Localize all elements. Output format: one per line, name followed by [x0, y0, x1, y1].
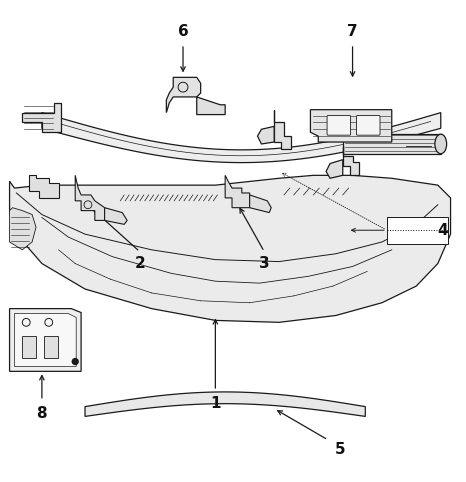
Circle shape	[72, 359, 78, 364]
Polygon shape	[10, 308, 81, 371]
Polygon shape	[166, 77, 201, 113]
Polygon shape	[105, 208, 127, 224]
Text: 1: 1	[210, 396, 220, 411]
Polygon shape	[326, 160, 343, 178]
Polygon shape	[225, 175, 250, 208]
Polygon shape	[310, 110, 392, 142]
Ellipse shape	[435, 134, 446, 154]
Text: 4: 4	[437, 223, 448, 238]
Polygon shape	[197, 97, 225, 115]
Polygon shape	[14, 313, 76, 366]
Text: 3: 3	[259, 256, 270, 271]
Polygon shape	[10, 175, 451, 322]
Text: 6: 6	[178, 24, 188, 39]
Polygon shape	[343, 146, 359, 175]
Text: 2: 2	[135, 256, 145, 271]
Polygon shape	[29, 175, 59, 198]
Text: 7: 7	[347, 24, 358, 39]
Bar	[387, 216, 448, 244]
Polygon shape	[42, 113, 441, 162]
Polygon shape	[75, 175, 105, 220]
Polygon shape	[258, 126, 274, 144]
FancyBboxPatch shape	[356, 116, 380, 135]
Bar	[44, 336, 58, 358]
Polygon shape	[274, 110, 291, 149]
FancyBboxPatch shape	[327, 116, 350, 135]
Bar	[22, 336, 36, 358]
Polygon shape	[250, 195, 271, 213]
Polygon shape	[22, 103, 62, 132]
Text: 8: 8	[37, 406, 47, 421]
Polygon shape	[85, 392, 365, 416]
Polygon shape	[10, 208, 36, 250]
Text: 5: 5	[335, 442, 345, 457]
Polygon shape	[343, 134, 441, 154]
